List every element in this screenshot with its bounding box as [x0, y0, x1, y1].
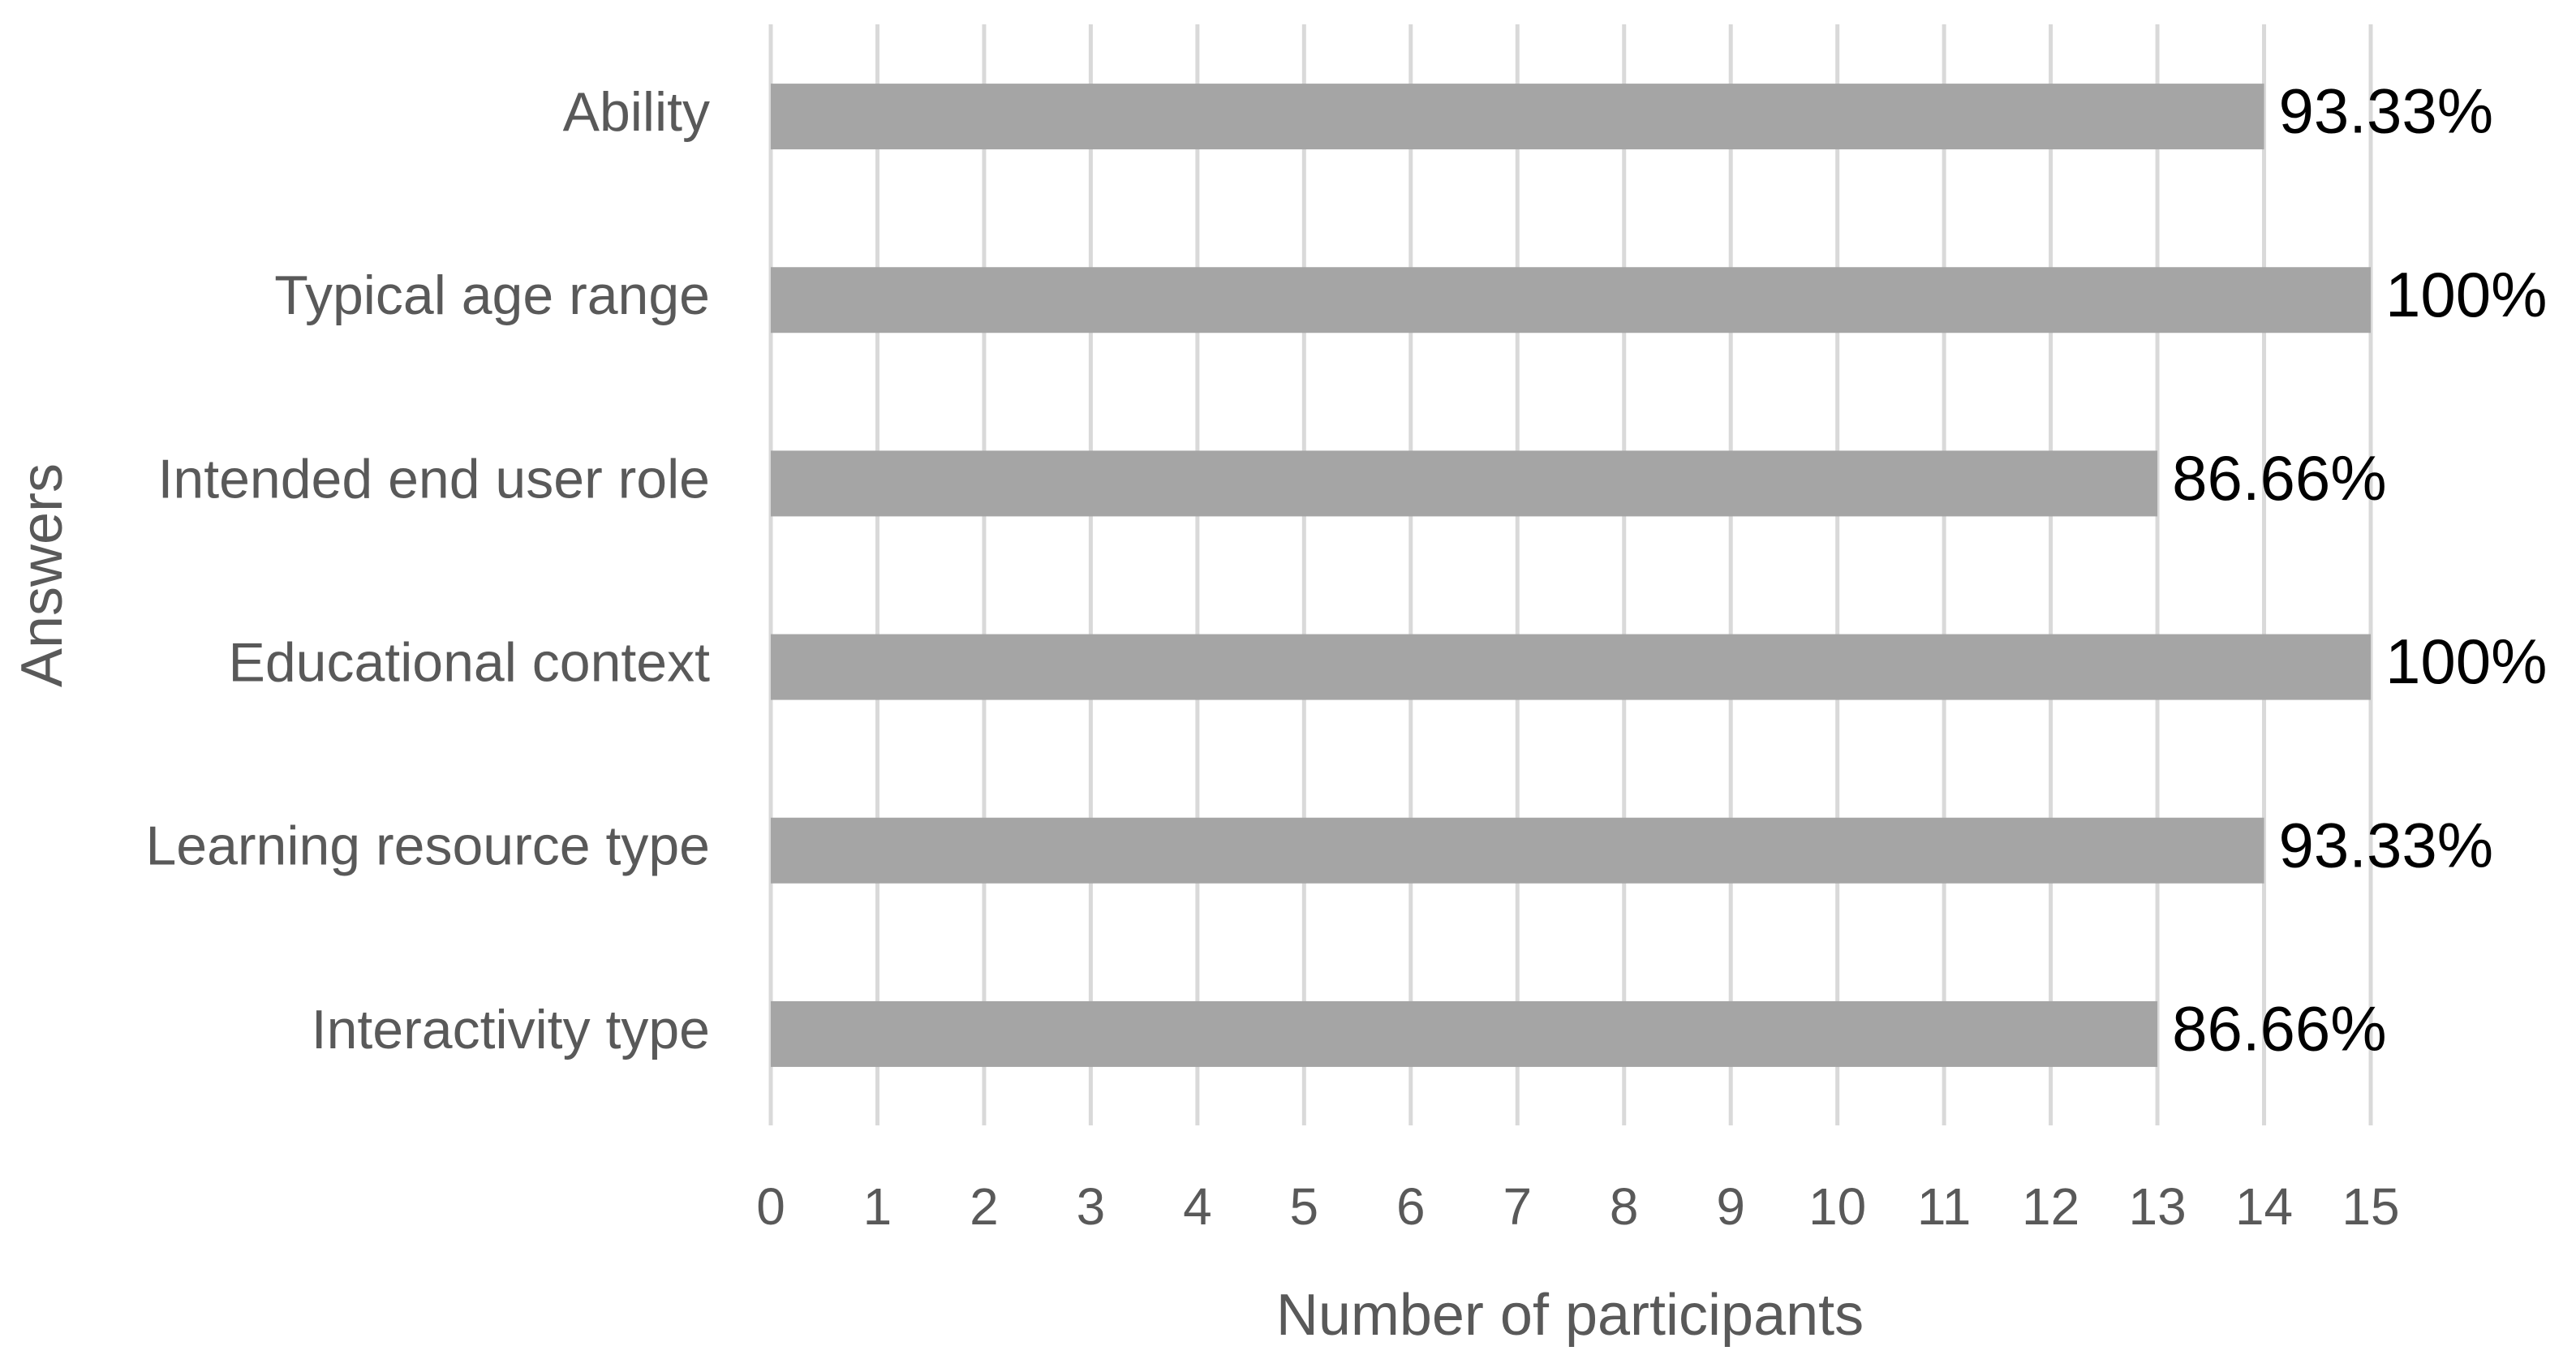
- bar: [771, 450, 2158, 517]
- y-axis-title: Answers: [10, 463, 75, 687]
- data-label: 93.33%: [2279, 75, 2494, 147]
- x-tick-label: 12: [2022, 1177, 2079, 1236]
- data-label: 93.33%: [2279, 809, 2494, 880]
- x-tick-label: 10: [1808, 1177, 1866, 1236]
- bar: [771, 267, 2371, 333]
- bar: [771, 817, 2264, 884]
- x-tick-label: 5: [1290, 1177, 1319, 1236]
- y-tick-label: Interactivity type: [312, 999, 710, 1060]
- x-tick-label: 4: [1183, 1177, 1212, 1236]
- x-tick-label: 13: [2128, 1177, 2186, 1236]
- x-tick-label: 0: [756, 1177, 785, 1236]
- data-label: 86.66%: [2172, 442, 2387, 514]
- data-label: 100%: [2385, 259, 2548, 330]
- data-label: 86.66%: [2172, 993, 2387, 1065]
- x-tick-label: 6: [1396, 1177, 1426, 1236]
- bar: [771, 634, 2371, 700]
- x-tick-label: 11: [1917, 1177, 1971, 1236]
- y-tick-label: Typical age range: [274, 265, 710, 326]
- x-tick-label: 7: [1503, 1177, 1532, 1236]
- x-tick-label: 8: [1610, 1177, 1639, 1236]
- y-tick-label: Intended end user role: [158, 448, 711, 510]
- y-tick-label: Educational context: [228, 632, 710, 694]
- x-tick-label: 3: [1077, 1177, 1106, 1236]
- x-tick-label: 2: [970, 1177, 999, 1236]
- x-tick-label: 1: [863, 1177, 892, 1236]
- x-axis-title: Number of participants: [1276, 1283, 1864, 1348]
- data-label: 100%: [2385, 626, 2548, 697]
- y-tick-label: Ability: [563, 81, 710, 143]
- x-tick-label: 14: [2235, 1177, 2293, 1236]
- x-tick-label: 15: [2342, 1177, 2399, 1236]
- bar: [771, 84, 2264, 150]
- x-tick-label: 9: [1716, 1177, 1745, 1236]
- bar: [771, 1000, 2158, 1067]
- y-tick-label: Learning resource type: [145, 815, 710, 877]
